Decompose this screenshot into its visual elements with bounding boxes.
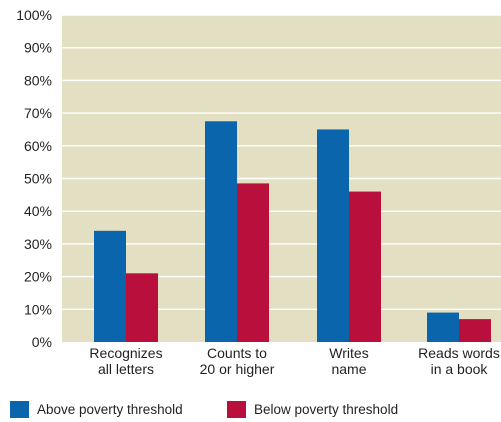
y-tick-label: 70% [24, 105, 52, 121]
x-category-label: Writes [329, 345, 368, 361]
y-tick-label: 90% [24, 40, 52, 56]
y-tick-label: 0% [32, 334, 52, 350]
x-category-label: name [331, 361, 366, 377]
bar-below-2 [349, 191, 381, 342]
bar-above-3 [427, 312, 459, 342]
bar-above-0 [94, 230, 126, 342]
legend-item-below: Below poverty threshold [227, 399, 398, 419]
bar-below-1 [237, 183, 269, 342]
y-axis-ticks: 0% 10% 20% 30% 40% 50% 60% 70% 80% 90% 100% [16, 7, 52, 350]
gridlines [62, 14, 501, 310]
bar-below-0 [126, 273, 158, 342]
bar-above-2 [317, 129, 349, 342]
y-tick-label: 100% [16, 7, 52, 23]
legend-swatch-above [10, 400, 29, 418]
bars [94, 121, 491, 343]
y-tick-label: 20% [24, 269, 52, 285]
y-tick-label: 50% [24, 171, 52, 187]
x-category-label: 20 or higher [200, 361, 275, 377]
x-category-label: Recognizes [89, 345, 162, 361]
legend-label-above: Above poverty threshold [37, 401, 183, 417]
y-tick-label: 30% [24, 236, 52, 252]
y-tick-label: 10% [24, 301, 52, 317]
y-tick-label: 40% [24, 203, 52, 219]
bar-above-1 [205, 121, 237, 343]
y-tick-label: 80% [24, 72, 52, 88]
legend-swatch-below [227, 400, 246, 418]
bar-below-3 [459, 319, 491, 342]
x-category-label: Reads words [418, 345, 500, 361]
legend-label-below: Below poverty threshold [254, 401, 399, 417]
x-category-label: in a book [431, 361, 489, 377]
legend-item-above: Above poverty threshold [10, 399, 183, 419]
legend: Above poverty threshold Below poverty th… [10, 399, 500, 419]
x-category-label: all letters [98, 361, 154, 377]
y-tick-label: 60% [24, 138, 52, 154]
bar-chart: 0% 10% 20% 30% 40% 50% 60% 70% 80% 90% 100% Recogn… [16, 7, 501, 377]
x-category-label: Counts to [207, 345, 267, 361]
